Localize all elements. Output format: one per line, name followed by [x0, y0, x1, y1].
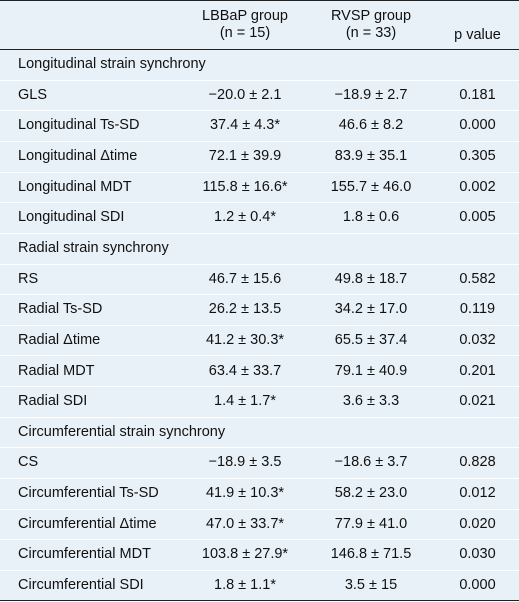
rvsp-value: 3.5 ± 15 [344, 577, 398, 594]
row-label: Radial Ts-SD [18, 301, 103, 318]
header-rvsp-n: (n = 33) [345, 25, 397, 41]
lbbap-value: −18.9 ± 3.5 [208, 454, 282, 471]
lbbap-value: −20.0 ± 2.1 [208, 86, 282, 103]
lbbap-value: 115.8 ± 16.6* [202, 178, 288, 195]
lbbap-value: 41.2 ± 30.3* [205, 331, 285, 348]
row-label: CS [18, 454, 39, 471]
row-label: GLS [18, 86, 48, 103]
p-value: 0.020 [459, 515, 496, 532]
table-row: Longitudinal Ts-SD 37.4 ± 4.3* 46.6 ± 8.2 0… [0, 111, 519, 142]
table-row: Radial SDI 1.4 ± 1.7* 3.6 ± 3.3 0.021 [0, 387, 519, 418]
p-value: 0.305 [459, 147, 496, 164]
header-rvsp-title: RVSP group [330, 8, 412, 24]
lbbap-value: 37.4 ± 4.3* [209, 117, 281, 134]
table-row: CS −18.9 ± 3.5 −18.6 ± 3.7 0.828 [0, 448, 519, 480]
row-label: RS [18, 270, 39, 287]
p-value: 0.582 [459, 270, 496, 287]
row-label: Circumferential MDT [18, 546, 151, 563]
rvsp-value: −18.6 ± 3.7 [334, 454, 408, 471]
row-label: Longitudinal SDI [18, 209, 125, 226]
section-label: Radial strain synchrony [18, 239, 169, 256]
row-label: Radial MDT [18, 362, 95, 379]
p-value: 0.119 [459, 301, 496, 318]
lbbap-value: 1.4 ± 1.7* [214, 393, 276, 410]
rvsp-value: 1.8 ± 0.6 [342, 209, 400, 226]
section-row: Longitudinal strain synchrony [0, 50, 519, 81]
row-label: Longitudinal MDT [18, 178, 132, 195]
lbbap-value: 46.7 ± 15.6 [208, 270, 282, 287]
rvsp-value: 155.7 ± 46.0 [330, 178, 412, 195]
table-row: Circumferential Δtime 47.0 ± 33.7* 77.9 ± … [0, 510, 519, 541]
table-row: Longitudinal Δtime 72.1 ± 39.9 83.9 ± 35.1… [0, 142, 519, 173]
row-label: Radial SDI [18, 393, 88, 410]
p-value: 0.000 [459, 117, 496, 134]
header-lbbap-n: (n = 15) [219, 25, 271, 41]
rvsp-value: 65.5 ± 37.4 [334, 331, 408, 348]
p-value: 0.030 [459, 546, 496, 563]
lbbap-value: 63.4 ± 33.7 [208, 362, 282, 379]
table-row: Longitudinal SDI 1.2 ± 0.4* 1.8 ± 0.6 0.005 [0, 203, 519, 234]
rvsp-value: 79.1 ± 40.9 [334, 362, 408, 379]
lbbap-value: 26.2 ± 13.5 [208, 301, 282, 318]
p-value: 0.002 [459, 178, 496, 195]
table-row: Radial Ts-SD 26.2 ± 13.5 34.2 ± 17.0 0.119 [0, 295, 519, 326]
section-row: Circumferential strain synchrony [0, 418, 519, 449]
row-label: Longitudinal Δtime [18, 147, 138, 164]
section-label: Longitudinal strain synchrony [18, 56, 206, 72]
table-row: GLS −20.0 ± 2.1 −18.9 ± 2.7 0.181 [0, 81, 519, 112]
table-header: LBBaP group (n = 15) RVSP group (n = 33)… [0, 0, 519, 50]
p-value: 0.828 [459, 454, 496, 471]
rvsp-value: −18.9 ± 2.7 [334, 86, 408, 103]
header-lbbap-title: LBBaP group [202, 8, 288, 24]
table-row: Circumferential SDI 1.8 ± 1.1* 3.5 ± 15 0.0… [0, 571, 519, 602]
row-label: Circumferential Ts-SD [18, 485, 159, 502]
p-value: 0.000 [459, 577, 496, 594]
p-value: 0.012 [459, 485, 496, 502]
table-row: Radial MDT 63.4 ± 33.7 79.1 ± 40.9 0.201 [0, 357, 519, 388]
row-label: Circumferential Δtime [18, 515, 157, 532]
rvsp-value: 83.9 ± 35.1 [334, 147, 408, 164]
p-value: 0.201 [459, 362, 496, 379]
row-label: Circumferential SDI [18, 577, 144, 594]
rvsp-value: 49.8 ± 18.7 [334, 270, 408, 287]
row-label: Longitudinal Ts-SD [18, 117, 140, 134]
section-row: Radial strain synchrony [0, 234, 519, 265]
header-p-value: p value [454, 27, 501, 43]
table-row: Circumferential MDT 103.8 ± 27.9* 146.8 ± … [0, 540, 519, 572]
lbbap-value: 103.8 ± 27.9* [201, 546, 289, 563]
row-label: Radial Δtime [18, 331, 101, 348]
table-row: Circumferential Ts-SD 41.9 ± 10.3* 58.2 ± … [0, 479, 519, 510]
rvsp-value: 146.8 ± 71.5 [330, 546, 412, 563]
table-row: RS 46.7 ± 15.6 49.8 ± 18.7 0.582 [0, 265, 519, 296]
lbbap-value: 47.0 ± 33.7* [205, 515, 285, 532]
rvsp-value: 77.9 ± 41.0 [334, 515, 408, 532]
section-label: Circumferential strain synchrony [18, 423, 226, 440]
rvsp-value: 58.2 ± 23.0 [334, 485, 408, 502]
p-value: 0.021 [459, 393, 496, 410]
table-row: Longitudinal MDT 115.8 ± 16.6* 155.7 ± 46.… [0, 173, 519, 204]
rvsp-value: 34.2 ± 17.0 [334, 301, 408, 318]
lbbap-value: 72.1 ± 39.9 [208, 147, 282, 164]
p-value: 0.032 [459, 331, 496, 348]
rvsp-value: 3.6 ± 3.3 [342, 393, 400, 410]
header-lbbap-group: LBBaP group (n = 15) [185, 8, 305, 42]
table-row: Radial Δtime 41.2 ± 30.3* 65.5 ± 37.4 0.032 [0, 326, 519, 357]
rvsp-value: 46.6 ± 8.2 [338, 117, 404, 134]
p-value: 0.005 [459, 209, 496, 226]
lbbap-value: 1.2 ± 0.4* [214, 209, 276, 226]
lbbap-value: 1.8 ± 1.1* [214, 577, 276, 594]
p-value: 0.181 [459, 86, 496, 103]
lbbap-value: 41.9 ± 10.3* [205, 485, 285, 502]
header-rvsp-group: RVSP group (n = 33) [316, 8, 426, 42]
